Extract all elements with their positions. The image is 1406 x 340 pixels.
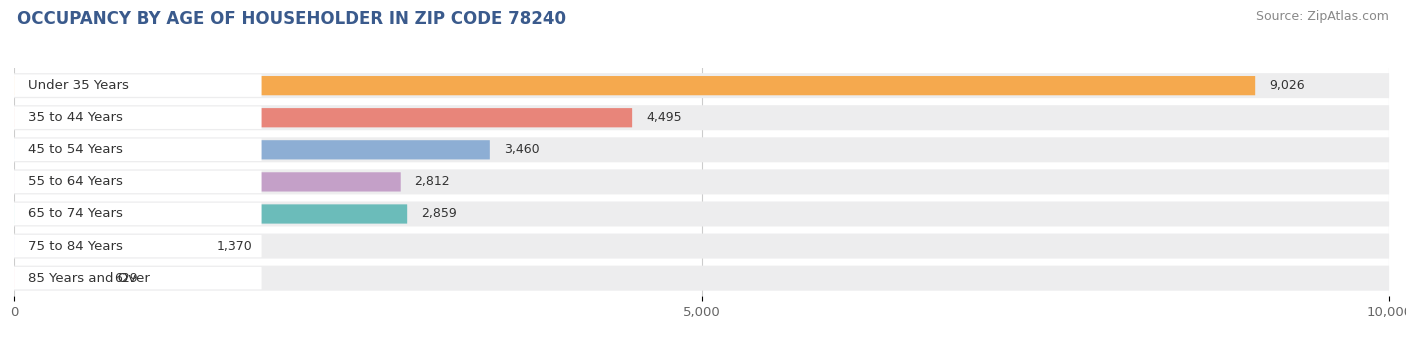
FancyBboxPatch shape: [14, 76, 1256, 95]
FancyBboxPatch shape: [14, 171, 262, 193]
FancyBboxPatch shape: [14, 108, 633, 128]
Text: 9,026: 9,026: [1270, 79, 1305, 92]
FancyBboxPatch shape: [14, 169, 1389, 194]
FancyBboxPatch shape: [14, 137, 1389, 162]
Text: Source: ZipAtlas.com: Source: ZipAtlas.com: [1256, 10, 1389, 23]
FancyBboxPatch shape: [14, 234, 1389, 259]
Text: Under 35 Years: Under 35 Years: [28, 79, 129, 92]
FancyBboxPatch shape: [14, 172, 401, 191]
FancyBboxPatch shape: [14, 74, 262, 97]
FancyBboxPatch shape: [14, 139, 262, 161]
FancyBboxPatch shape: [14, 203, 262, 225]
Text: 2,859: 2,859: [420, 207, 457, 220]
FancyBboxPatch shape: [14, 269, 101, 288]
Text: 55 to 64 Years: 55 to 64 Years: [28, 175, 122, 188]
Text: 45 to 54 Years: 45 to 54 Years: [28, 143, 122, 156]
Text: 75 to 84 Years: 75 to 84 Years: [28, 240, 122, 253]
FancyBboxPatch shape: [14, 202, 1389, 226]
Text: 65 to 74 Years: 65 to 74 Years: [28, 207, 122, 220]
Text: 85 Years and Over: 85 Years and Over: [28, 272, 149, 285]
Text: 629: 629: [114, 272, 138, 285]
FancyBboxPatch shape: [14, 140, 489, 159]
Text: 1,370: 1,370: [217, 240, 252, 253]
FancyBboxPatch shape: [14, 106, 262, 129]
Text: OCCUPANCY BY AGE OF HOUSEHOLDER IN ZIP CODE 78240: OCCUPANCY BY AGE OF HOUSEHOLDER IN ZIP C…: [17, 10, 565, 28]
FancyBboxPatch shape: [14, 266, 1389, 291]
FancyBboxPatch shape: [14, 105, 1389, 130]
FancyBboxPatch shape: [14, 73, 1389, 98]
Text: 2,812: 2,812: [415, 175, 450, 188]
FancyBboxPatch shape: [14, 204, 408, 224]
Text: 4,495: 4,495: [645, 111, 682, 124]
FancyBboxPatch shape: [14, 235, 262, 257]
FancyBboxPatch shape: [14, 267, 262, 289]
Text: 3,460: 3,460: [503, 143, 540, 156]
FancyBboxPatch shape: [14, 236, 202, 256]
Text: 35 to 44 Years: 35 to 44 Years: [28, 111, 122, 124]
